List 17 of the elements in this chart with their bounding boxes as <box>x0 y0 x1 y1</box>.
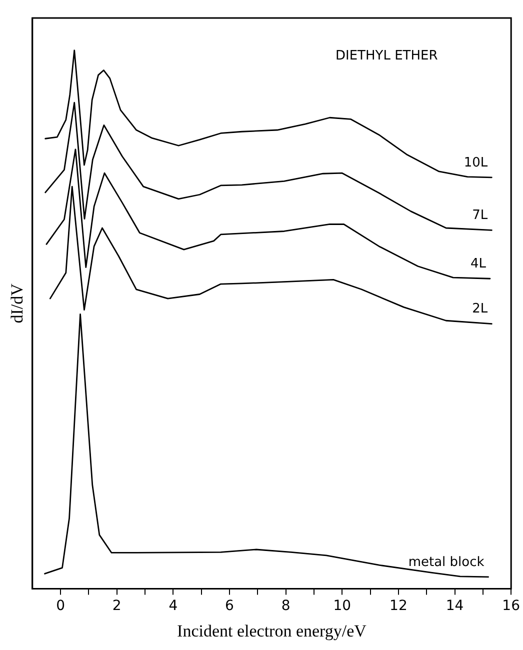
x-tick-label: 12 <box>390 598 408 614</box>
series-label: 4L <box>470 256 487 272</box>
x-tick-label: 16 <box>502 598 520 614</box>
series-label: 10L <box>464 155 488 170</box>
x-tick-label: 6 <box>225 598 234 614</box>
series-label: metal block <box>408 554 485 570</box>
x-tick-label: 0 <box>56 598 66 614</box>
annotation: DIETHYL ETHER <box>335 48 438 64</box>
x-tick-label: 10 <box>333 598 352 614</box>
x-tick-label: 14 <box>446 598 464 614</box>
x-axis-title: Incident electron energy/eV <box>177 621 368 640</box>
series-label: 2L <box>472 302 488 317</box>
x-tick-label: 8 <box>281 598 290 614</box>
series-label: 7L <box>472 208 488 224</box>
x-tick-label: 2 <box>112 598 122 614</box>
x-tick-label: 4 <box>168 598 178 614</box>
y-axis-title: dI/dV <box>8 282 27 324</box>
